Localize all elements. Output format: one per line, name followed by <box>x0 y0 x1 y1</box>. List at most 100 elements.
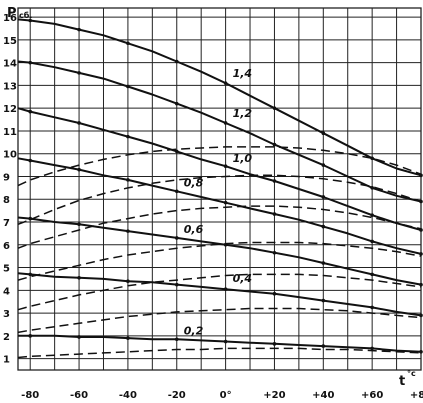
series-layer <box>17 18 423 359</box>
series-labels: 1,4 1,2 1,0 0,8 0,6 0,4 0,2 <box>184 67 253 337</box>
data-point <box>223 81 228 85</box>
y-tick-label: 11 <box>3 127 17 138</box>
y-tick-label: 6 <box>3 241 10 252</box>
x-tick-label: +20 <box>263 390 285 401</box>
y-tick-label: 3 <box>3 309 10 320</box>
x-axis-title: t <box>399 374 405 389</box>
y-tick-label: 9 <box>3 172 10 183</box>
data-point <box>77 167 81 172</box>
data-point <box>174 337 179 342</box>
data-point <box>77 222 81 227</box>
data-point <box>77 27 81 32</box>
data-point <box>370 186 374 190</box>
data-point <box>174 149 179 154</box>
series-label: 1,0 <box>233 152 253 165</box>
data-point <box>28 272 33 277</box>
data-point <box>126 229 130 233</box>
dashed-curve <box>17 241 422 281</box>
data-point <box>77 275 81 280</box>
data-point <box>126 336 130 340</box>
data-point <box>370 239 374 244</box>
series-label: 1,2 <box>233 107 253 120</box>
data-point <box>126 279 130 284</box>
data-point <box>272 106 277 110</box>
x-tick-label: 0° <box>220 390 232 401</box>
x-tick-label: -60 <box>70 390 88 401</box>
data-point <box>174 282 179 287</box>
grid <box>17 7 422 371</box>
series-curve <box>17 157 422 255</box>
series-label: 0,2 <box>184 324 204 337</box>
series-label: 0,8 <box>184 176 204 189</box>
y-tick-label: 10 <box>3 150 17 161</box>
data-point <box>223 164 228 169</box>
data-point <box>174 101 179 106</box>
data-point <box>77 121 81 125</box>
y-tick-label: 7 <box>3 218 10 229</box>
dashed-curve <box>17 347 422 359</box>
dashed-curve <box>17 174 422 226</box>
data-point <box>370 305 374 310</box>
dashed-curve <box>17 307 422 334</box>
data-point <box>419 313 423 318</box>
data-point <box>28 109 33 114</box>
data-point <box>370 272 374 277</box>
y-tick-label: 12 <box>3 104 17 115</box>
data-point <box>419 282 423 287</box>
y-tick-label: 1 <box>3 355 10 366</box>
data-point <box>223 339 228 344</box>
data-point <box>174 236 179 240</box>
y-tick-label: 8 <box>3 195 10 206</box>
series-curve <box>17 18 422 177</box>
y-tick-label: 16 <box>3 13 17 24</box>
x-tick-label: +60 <box>361 390 383 401</box>
data-point <box>321 131 326 136</box>
y-tick-label: 13 <box>3 81 17 92</box>
data-point <box>272 250 277 255</box>
x-tick-label: -40 <box>119 390 137 401</box>
data-point <box>272 142 277 147</box>
data-point <box>223 121 228 125</box>
y-tick-label: 14 <box>3 59 17 70</box>
data-point <box>272 179 277 183</box>
series-label: 0,6 <box>184 223 204 236</box>
data-point <box>126 84 130 89</box>
x-tick-label: +80 <box>410 390 423 401</box>
y-tick-label: 4 <box>3 286 10 297</box>
data-point <box>223 287 228 291</box>
y-axis-title-subscript: сб. <box>19 10 32 20</box>
data-point <box>321 261 326 265</box>
data-point <box>321 163 326 167</box>
data-point <box>370 213 374 217</box>
data-point <box>174 59 179 64</box>
y-tick-label: 2 <box>3 332 10 343</box>
x-tick-label: +40 <box>312 390 334 401</box>
data-point <box>28 158 33 163</box>
data-point <box>272 342 277 346</box>
data-point <box>321 195 326 199</box>
data-point <box>126 134 130 139</box>
data-point <box>174 189 179 194</box>
data-point <box>126 41 130 46</box>
data-point <box>419 252 423 256</box>
x-tick-label: -20 <box>168 390 186 401</box>
series-label: 0,4 <box>233 272 253 285</box>
x-tick-labels: -80 -60 -40 -20 0° +20 +40 +60 +80 <box>21 390 423 401</box>
y-tick-label: 15 <box>3 36 17 47</box>
data-point <box>28 334 33 338</box>
data-point <box>28 18 33 23</box>
data-point <box>321 298 326 303</box>
data-point <box>272 212 277 216</box>
data-point <box>419 349 423 354</box>
data-point <box>126 178 130 182</box>
y-tick-label: 5 <box>3 264 10 275</box>
series-curve <box>17 272 422 317</box>
series-curve <box>17 216 422 286</box>
dashed-curve <box>17 205 422 249</box>
data-point <box>223 200 228 205</box>
data-point <box>28 216 33 221</box>
x-tick-label: -80 <box>21 390 39 401</box>
data-point <box>370 346 374 351</box>
